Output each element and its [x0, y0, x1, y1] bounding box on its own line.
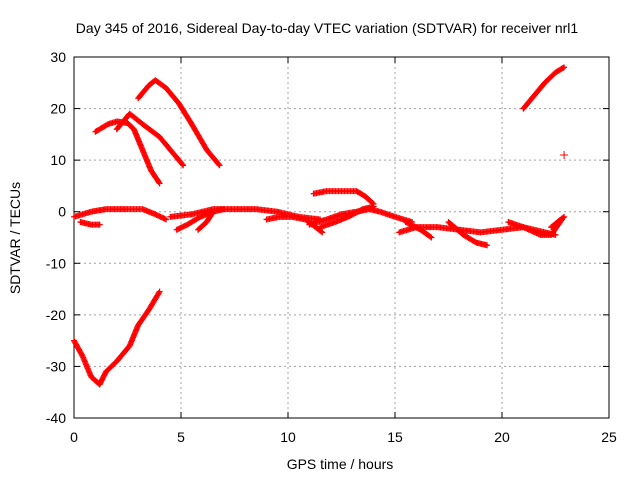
series-arc-s	[548, 213, 568, 231]
data-point	[319, 229, 326, 236]
data-point	[155, 179, 162, 186]
data-point	[155, 289, 162, 296]
y-tick-label: -40	[46, 410, 66, 426]
data-point	[216, 162, 223, 169]
series-arc-h	[167, 206, 324, 223]
axis-ticks: -40 -30 -20 -10 0 10 20 30 0 5 10 15 20 25	[46, 49, 617, 445]
series-arc-f	[71, 206, 170, 223]
data-point	[369, 200, 376, 207]
data-point	[561, 64, 568, 71]
plot-area	[73, 56, 610, 419]
x-tick-label: 5	[177, 429, 185, 445]
series-arc-q	[445, 219, 491, 249]
y-tick-label: -20	[46, 307, 66, 323]
gridlines	[74, 57, 609, 418]
y-tick-label: -10	[46, 255, 66, 271]
x-tick-label: 15	[387, 429, 403, 445]
data-point	[180, 162, 187, 169]
data-point	[559, 214, 566, 221]
series-arc-g	[77, 219, 103, 228]
series-arc-e	[71, 288, 163, 388]
series-arc-m	[317, 203, 377, 231]
series-arc-r	[505, 216, 565, 238]
data-point	[78, 351, 85, 358]
data-point	[103, 121, 110, 128]
y-tick-label: 20	[50, 101, 66, 117]
data-point	[428, 234, 435, 241]
data-point	[561, 213, 568, 220]
data-point	[209, 209, 216, 216]
y-tick-label: -30	[46, 358, 66, 374]
data-point	[215, 161, 222, 168]
x-axis-label: GPS time / hours	[287, 456, 394, 472]
data-point	[96, 221, 103, 228]
chart-title: Day 345 of 2016, Sidereal Day-to-day VTE…	[76, 20, 579, 36]
x-tick-label: 25	[601, 429, 617, 445]
data-point	[427, 233, 434, 240]
data-point	[370, 200, 377, 207]
data-point	[156, 180, 163, 187]
x-tick-label: 0	[70, 429, 78, 445]
series-arc-n	[310, 188, 377, 207]
data-point	[559, 65, 566, 72]
data-point	[484, 242, 491, 249]
data-point	[210, 208, 217, 215]
data-point	[163, 216, 170, 223]
series-arc-j	[195, 208, 217, 233]
data-point	[560, 150, 569, 159]
series-arc-c	[135, 77, 223, 169]
y-tick-label: 0	[58, 204, 66, 220]
y-tick-label: 30	[50, 49, 66, 65]
data-point	[156, 288, 163, 295]
series-arc-b	[113, 110, 187, 169]
y-tick-label: 10	[50, 152, 66, 168]
series-arc-p	[402, 219, 435, 241]
data-point	[220, 206, 227, 213]
y-axis-label: SDTVAR / TECUs	[7, 182, 23, 294]
x-tick-label: 20	[494, 429, 510, 445]
series-point-t	[560, 150, 569, 159]
series-arc-d	[520, 64, 568, 112]
data-point	[179, 161, 186, 168]
x-tick-label: 10	[280, 429, 296, 445]
data-points	[71, 64, 569, 388]
